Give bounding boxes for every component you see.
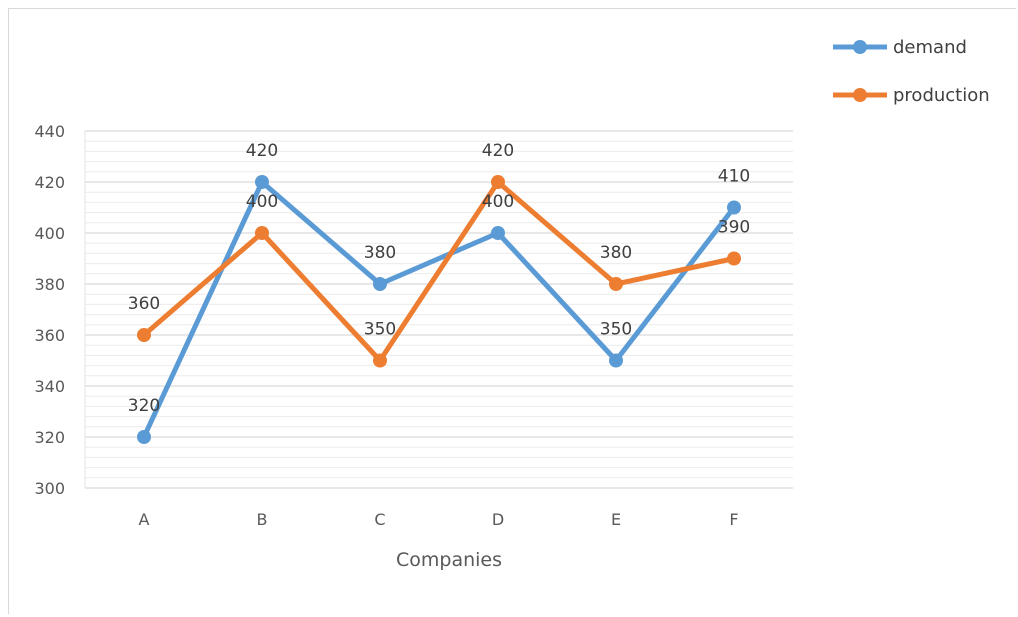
legend-marker-demand [853, 40, 867, 54]
y-tick-label: 400 [34, 224, 65, 243]
y-axis-ticks: 300 320 340 360 380 400 420 440 [34, 122, 65, 498]
production-point [255, 226, 269, 240]
y-tick-label: 420 [34, 173, 65, 192]
demand-data-label: 420 [246, 141, 278, 161]
demand-data-label: 350 [600, 320, 632, 340]
production-point [491, 175, 505, 189]
production-series-line [141, 179, 737, 363]
gridlines [84, 130, 793, 489]
legend-label-demand: demand [893, 37, 967, 58]
production-data-label: 420 [482, 141, 514, 161]
y-tick-label: 300 [34, 479, 65, 498]
y-tick-label: 380 [34, 275, 65, 294]
demand-point [373, 277, 387, 291]
y-tick-label: 360 [34, 326, 65, 345]
y-tick-label: 340 [34, 377, 65, 396]
data-labels: 320 420 380 400 350 410 360 400 350 420 380 390 [128, 141, 750, 416]
demand-series-line [141, 179, 737, 440]
x-tick-label: B [257, 510, 268, 529]
legend: demand production [833, 37, 990, 106]
demand-data-label: 380 [364, 243, 396, 263]
chart-frame [8, 8, 1016, 614]
production-point [373, 353, 387, 368]
demand-point [609, 353, 623, 368]
production-data-label: 350 [364, 320, 396, 340]
demand-point [137, 430, 151, 444]
y-tick-label: 320 [34, 428, 65, 447]
x-tick-label: F [729, 510, 738, 529]
demand-data-label: 400 [482, 192, 514, 212]
production-data-label: 380 [600, 243, 632, 263]
x-axis-title: Companies [396, 549, 502, 571]
production-data-label: 400 [246, 192, 278, 212]
demand-data-label: 320 [128, 396, 160, 416]
production-point [609, 277, 623, 291]
production-point [727, 251, 741, 266]
demand-data-label: 410 [718, 167, 750, 187]
legend-marker-production [853, 88, 867, 102]
production-point [137, 328, 151, 342]
series-lines [137, 175, 741, 444]
demand-point [491, 226, 505, 240]
production-data-label: 390 [718, 218, 750, 238]
x-tick-label: A [139, 510, 150, 529]
legend-label-production: production [893, 85, 990, 106]
demand-point [255, 175, 269, 189]
x-tick-label: C [374, 510, 385, 529]
production-data-label: 360 [128, 294, 160, 314]
x-tick-label: E [611, 510, 621, 529]
demand-point [727, 200, 741, 215]
x-axis-ticks: A B C D E F [139, 510, 739, 529]
x-tick-label: D [492, 510, 504, 529]
y-tick-label: 440 [34, 122, 65, 141]
